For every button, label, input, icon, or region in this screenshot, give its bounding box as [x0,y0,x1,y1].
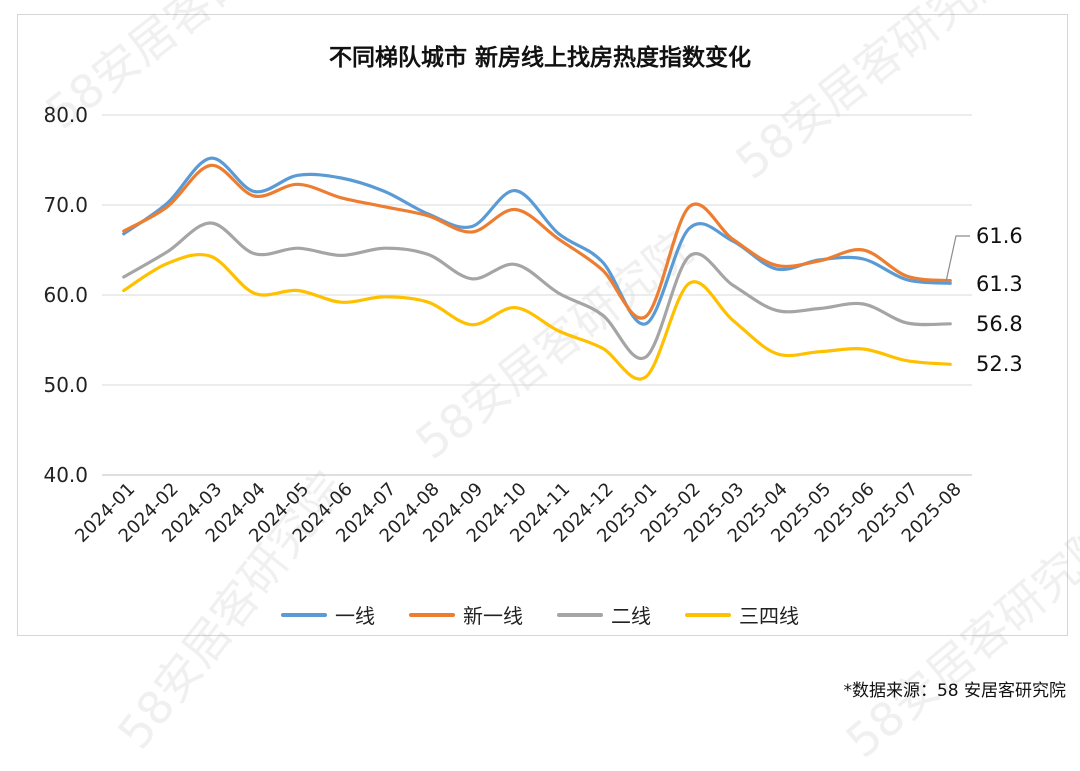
chart-frame [17,14,1068,636]
legend-item: 三四线 [685,600,799,629]
series-line-1 [122,156,952,326]
legend-item: 二线 [557,600,651,629]
legend-label: 新一线 [463,604,523,628]
end-value-label: 61.6 [976,224,1023,248]
source-note: *数据来源：58 安居客研究院 [843,681,1066,701]
y-tick-label: 60.0 [43,283,88,307]
legend-item: 一线 [281,600,375,629]
y-tick-label: 50.0 [43,373,88,397]
end-value-label: 52.3 [976,352,1023,376]
legend-swatch [281,612,327,617]
line-chart: 80.070.060.050.040.02024-012024-022024-0… [43,103,1023,547]
series-line-3 [122,221,952,361]
chart-title: 不同梯队城市 新房线上找房热度指数变化 [328,45,751,71]
y-tick-label: 70.0 [43,193,88,217]
legend-swatch [557,612,603,617]
end-value-label: 56.8 [976,312,1023,336]
legend-swatch [409,612,455,617]
y-tick-label: 80.0 [43,103,88,127]
y-tick-label: 40.0 [43,463,88,487]
legend-item: 新一线 [409,600,523,629]
legend-swatch [685,612,731,617]
legend-label: 一线 [335,604,375,628]
legend-label: 二线 [611,604,651,628]
end-value-label: 61.3 [976,272,1023,296]
legend-label: 三四线 [739,604,799,628]
series-line-4 [122,252,952,381]
series-line-2 [122,163,952,320]
leader-line [945,235,970,281]
legend: 一线 新一线 二线 三四线 [0,600,1080,629]
